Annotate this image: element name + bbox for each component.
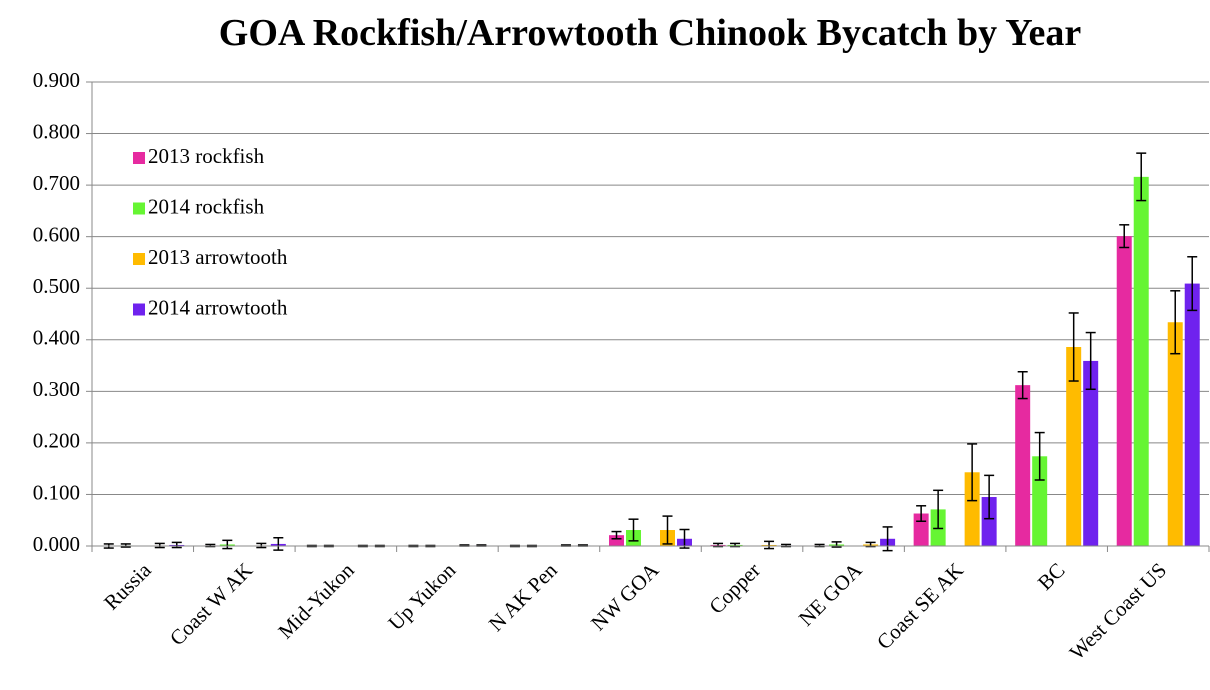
legend-label: 2013 arrowtooth <box>148 245 288 269</box>
error-bar <box>967 443 978 502</box>
legend-label: 2013 rockfish <box>148 144 265 168</box>
error-bar <box>154 542 165 549</box>
legend-swatch <box>133 152 145 164</box>
y-tick-label: 0.600 <box>33 222 80 246</box>
error-bar <box>679 528 690 549</box>
bar <box>1083 360 1099 546</box>
error-bar <box>222 539 233 550</box>
error-bar <box>882 526 893 552</box>
legend-label: 2014 arrowtooth <box>148 295 288 319</box>
error-bar <box>628 518 639 542</box>
error-bar <box>764 540 775 550</box>
error-bar <box>171 541 182 549</box>
bar <box>1167 322 1183 546</box>
x-tick-label: NW GOA <box>586 557 664 635</box>
legend-label: 2014 rockfish <box>148 194 265 218</box>
bar <box>1116 236 1132 546</box>
x-tick-label: Russia <box>99 557 156 614</box>
error-bar <box>1119 224 1130 249</box>
y-tick-label: 0.400 <box>33 326 80 350</box>
x-tick-label: Copper <box>704 558 765 619</box>
error-bar <box>916 505 927 523</box>
y-tick-label: 0.700 <box>33 171 80 195</box>
bar <box>1066 346 1082 546</box>
x-tick-label: N AK Pen <box>484 558 562 636</box>
x-tick-label: West Coast US <box>1065 558 1172 665</box>
error-bar <box>1085 331 1096 391</box>
legend-swatch <box>133 253 145 265</box>
bar <box>1133 176 1149 546</box>
error-bar <box>1136 152 1147 202</box>
y-tick-label: 0.900 <box>33 68 80 92</box>
chart-title: GOA Rockfish/Arrowtooth Chinook Bycatch … <box>219 12 1082 54</box>
error-bar <box>984 474 995 520</box>
y-tick-label: 0.100 <box>33 480 80 504</box>
error-bar <box>273 537 284 551</box>
y-tick-label: 0.300 <box>33 377 80 401</box>
error-bar <box>256 542 267 549</box>
y-tick-label: 0.000 <box>33 532 80 556</box>
y-tick-label: 0.800 <box>33 119 80 143</box>
error-bar <box>120 543 131 548</box>
y-tick-label: 0.500 <box>33 274 80 298</box>
x-tick-label: Coast SE AK <box>872 558 968 654</box>
y-tick-label: 0.200 <box>33 429 80 453</box>
bar <box>609 535 624 546</box>
error-bar <box>933 489 944 530</box>
bar <box>1032 456 1048 546</box>
x-tick-label: Mid-Yukon <box>273 558 359 644</box>
legend-swatch <box>133 303 145 316</box>
error-bar <box>1017 370 1028 400</box>
bar <box>981 497 997 546</box>
error-bar <box>611 530 622 540</box>
x-tick-label: NE GOA <box>794 557 867 630</box>
legend-swatch <box>133 202 145 215</box>
error-bar <box>662 515 673 545</box>
x-tick-label: Coast W AK <box>165 558 257 650</box>
bar <box>1015 385 1031 546</box>
bar <box>1184 283 1200 546</box>
x-tick-label: BC <box>1033 558 1070 595</box>
error-bar <box>1170 290 1181 355</box>
error-bar <box>1034 431 1045 481</box>
bar <box>964 472 980 546</box>
error-bar <box>1068 312 1079 382</box>
x-tick-label: Up Yukon <box>383 558 460 635</box>
error-bar <box>1187 256 1198 312</box>
